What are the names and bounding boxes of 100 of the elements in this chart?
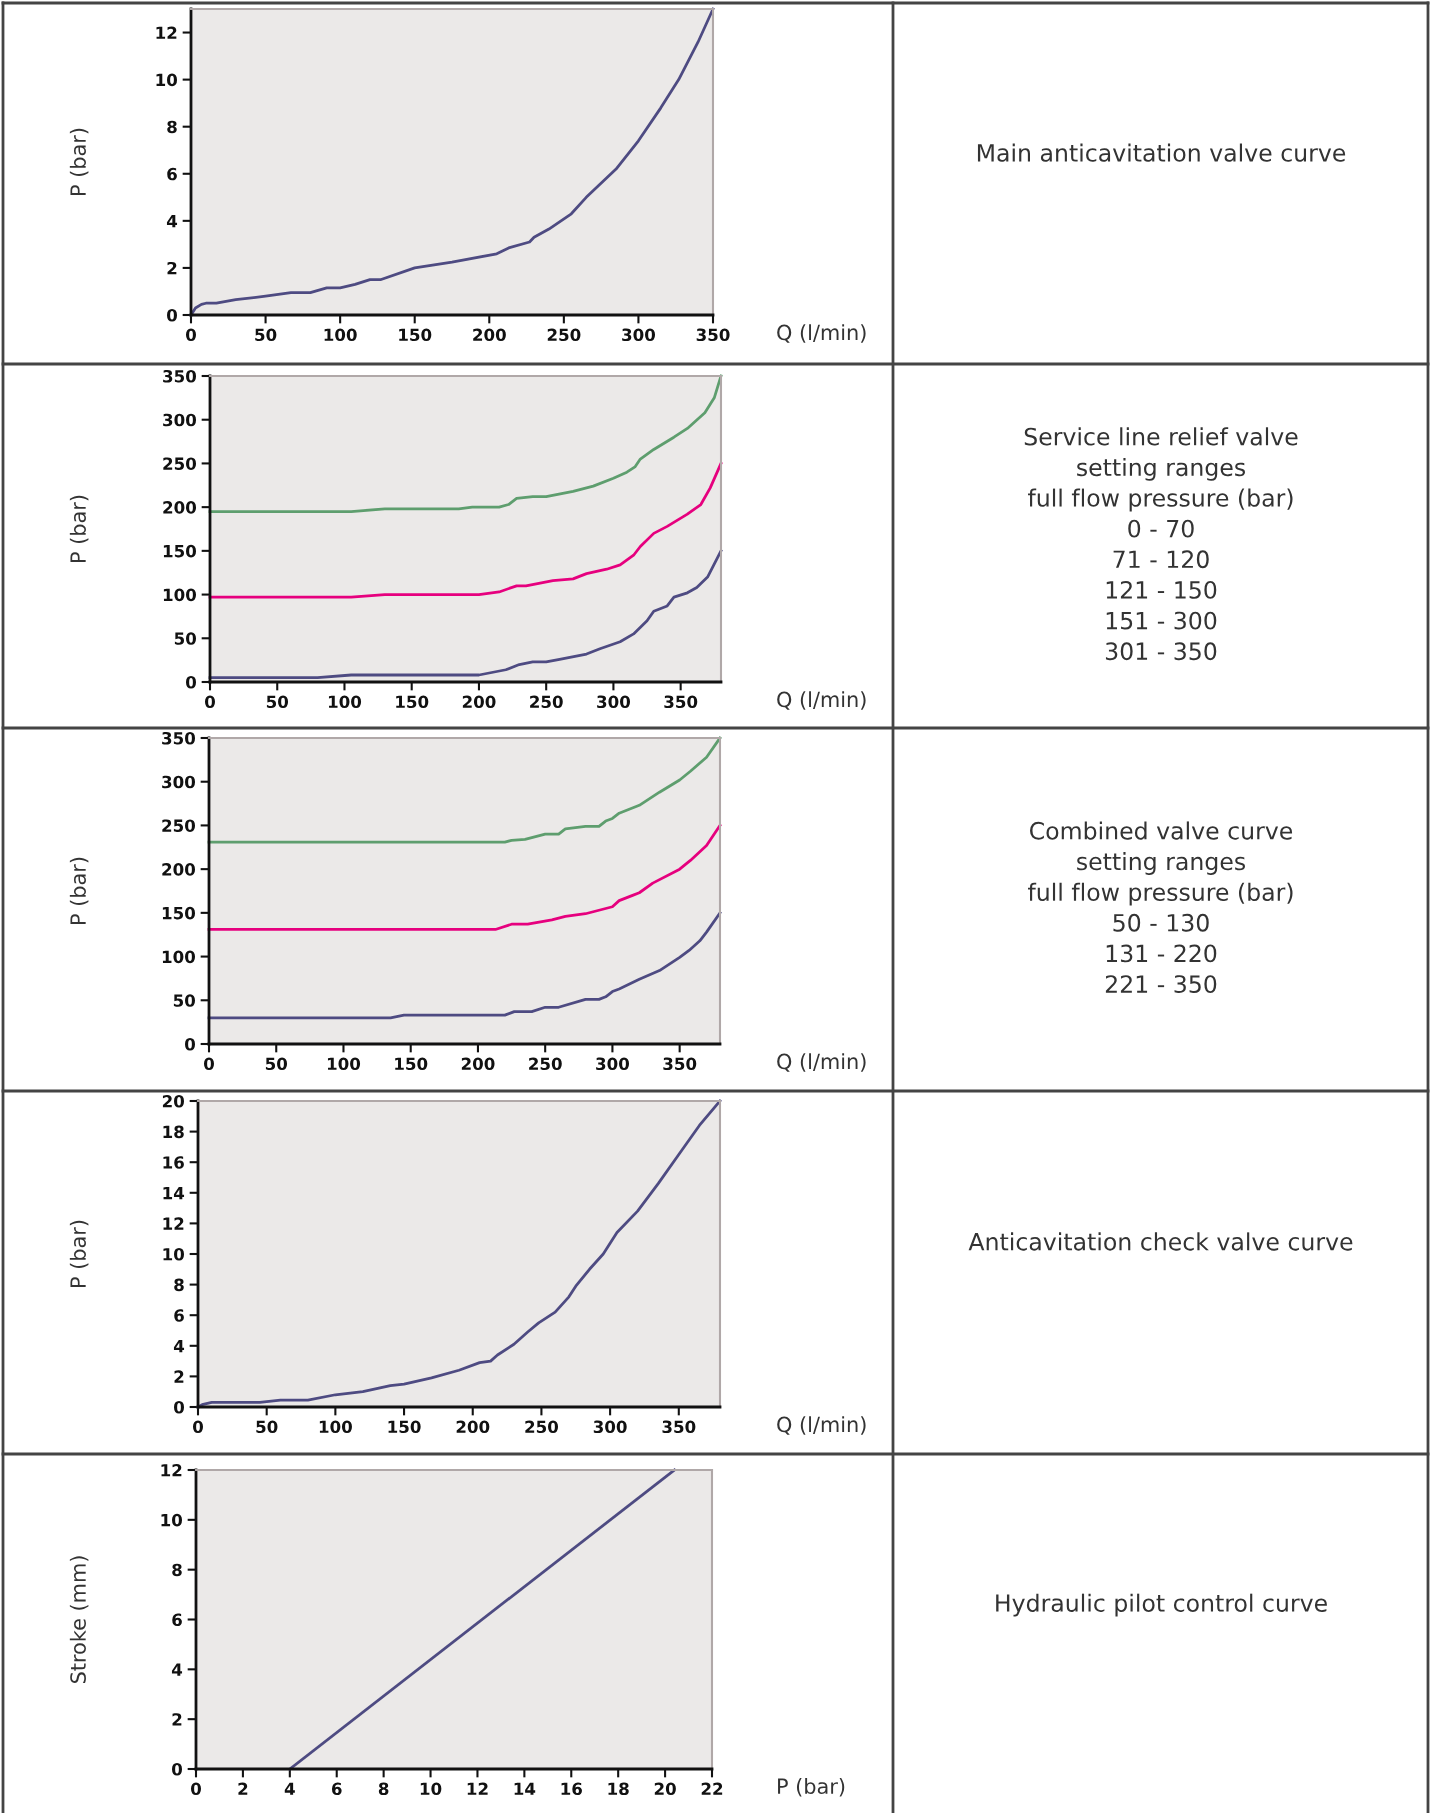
line-series — [207, 911, 722, 1020]
x-tick-label: 200 — [473, 328, 506, 342]
y-tick-label: 12 — [156, 26, 177, 39]
x-tick-label: 12 — [467, 1782, 488, 1795]
x-tick-label: 350 — [664, 695, 698, 709]
x-tick-label: 150 — [395, 1057, 428, 1071]
x-tick-label: 100 — [327, 1057, 361, 1071]
x-tick-label: 16 — [561, 1782, 582, 1796]
y-tick-label: 50 — [174, 632, 197, 645]
text: Main anticavitation valve curve — [977, 143, 1346, 162]
x-tick-label: 50 — [255, 328, 277, 342]
text: 151 - 300 — [1106, 611, 1217, 630]
x-tick-label: 350 — [663, 1057, 697, 1071]
text: Hydraulic pilot control curve — [996, 1593, 1327, 1617]
text: 221 - 350 — [1105, 975, 1217, 993]
y-tick-label: 2 — [172, 1713, 182, 1726]
y-tick-label: 0 — [186, 675, 197, 689]
x-tick-label: 20 — [654, 1782, 676, 1796]
y-tick-label: 2 — [174, 1370, 184, 1383]
text: full flow pressure (bar) — [1028, 488, 1293, 512]
x-tick-label: 250 — [529, 1057, 562, 1071]
x-tick-label: 22 — [701, 1782, 723, 1795]
line-series — [208, 462, 723, 599]
x-tick-label: 300 — [597, 695, 631, 709]
x-tick-label: 150 — [388, 1420, 421, 1434]
text: 121 - 150 — [1106, 580, 1217, 599]
text: setting ranges — [1077, 852, 1246, 875]
x-tick-label: 200 — [461, 1057, 495, 1071]
y-tick-label: 8 — [174, 1278, 184, 1292]
y-tick-label: 350 — [162, 731, 196, 745]
x-tick-label: 100 — [324, 328, 357, 342]
x-axis-title: Q (l/min) — [777, 324, 866, 343]
x-tick-label: 100 — [328, 695, 362, 709]
y-tick-label: 200 — [163, 501, 197, 514]
y-tick-label: 12 — [161, 1463, 182, 1477]
y-tick-label: 10 — [161, 1513, 183, 1527]
x-tick-label: 300 — [622, 328, 656, 342]
y-axis-title: P (bar) — [69, 495, 89, 562]
y-tick-label: 20 — [162, 1094, 185, 1108]
x-tick-label: 250 — [530, 695, 563, 709]
x-tick-label: 300 — [596, 1057, 630, 1071]
x-tick-label: 4 — [284, 1782, 295, 1795]
y-tick-label: 4 — [173, 1339, 185, 1353]
text: 301 - 350 — [1105, 642, 1217, 661]
text: Service line relief valve — [1024, 427, 1298, 446]
x-tick-label: 50 — [266, 695, 289, 709]
x-tick-label: 200 — [456, 1420, 490, 1434]
y-tick-label: 10 — [156, 73, 178, 87]
x-tick-label: 100 — [319, 1420, 352, 1434]
y-axis-title: P (bar) — [69, 1220, 89, 1287]
x-tick-label: 10 — [420, 1782, 442, 1796]
y-tick-label: 350 — [163, 369, 197, 383]
x-tick-label: 350 — [662, 1420, 696, 1434]
x-tick-label: 150 — [399, 328, 432, 342]
x-tick-label: 150 — [396, 695, 429, 709]
x-tick-label: 250 — [525, 1420, 559, 1434]
y-tick-label: 100 — [162, 950, 196, 964]
x-tick-label: 50 — [256, 1420, 278, 1434]
y-tick-label: 150 — [162, 906, 196, 920]
x-axis-title: Q (l/min) — [777, 1416, 866, 1435]
y-tick-label: 10 — [163, 1247, 185, 1261]
y-tick-label: 150 — [163, 544, 197, 558]
text: 131 - 220 — [1106, 944, 1217, 963]
x-tick-label: 2 — [238, 1782, 248, 1795]
text: Anticavitation check valve curve — [968, 1232, 1353, 1251]
y-axis-title: Stroke (mm) — [69, 1556, 89, 1684]
y-tick-label: 12 — [163, 1217, 184, 1230]
y-tick-label: 2 — [167, 261, 177, 275]
y-tick-label: 250 — [162, 819, 196, 832]
line-series — [207, 824, 722, 931]
x-tick-label: 200 — [462, 695, 496, 709]
x-tick-label: 18 — [608, 1782, 629, 1796]
y-tick-label: 300 — [163, 413, 197, 427]
y-tick-label: 8 — [167, 120, 177, 134]
y-tick-label: 6 — [172, 1613, 182, 1627]
y-tick-label: 6 — [167, 167, 177, 181]
y-tick-label: 0 — [174, 1400, 185, 1414]
y-tick-label: 50 — [173, 994, 196, 1007]
x-axis-title: Q (l/min) — [777, 1053, 866, 1072]
text: full flow pressure (bar) — [1028, 882, 1293, 906]
text: Combined valve curve — [1030, 821, 1293, 840]
text: 50 - 130 — [1113, 913, 1209, 932]
x-tick-label: 6 — [331, 1782, 342, 1796]
y-tick-label: 200 — [162, 863, 196, 876]
y-tick-label: 0 — [172, 1762, 183, 1776]
text: setting ranges — [1077, 457, 1246, 481]
x-tick-label: 250 — [547, 328, 581, 342]
x-tick-label: 14 — [514, 1782, 536, 1795]
y-axis-title: P (bar) — [69, 857, 89, 924]
y-tick-label: 300 — [162, 775, 196, 789]
x-tick-label: 50 — [265, 1057, 288, 1071]
y-tick-label: 6 — [174, 1309, 184, 1322]
y-tick-label: 4 — [166, 215, 178, 228]
line-series — [208, 549, 723, 680]
text: 0 - 70 — [1128, 519, 1194, 538]
y-tick-label: 0 — [167, 308, 178, 322]
y-tick-label: 4 — [171, 1663, 183, 1676]
y-tick-label: 0 — [185, 1037, 196, 1051]
x-tick-label: 0 — [205, 695, 215, 709]
y-tick-label: 8 — [172, 1563, 182, 1577]
